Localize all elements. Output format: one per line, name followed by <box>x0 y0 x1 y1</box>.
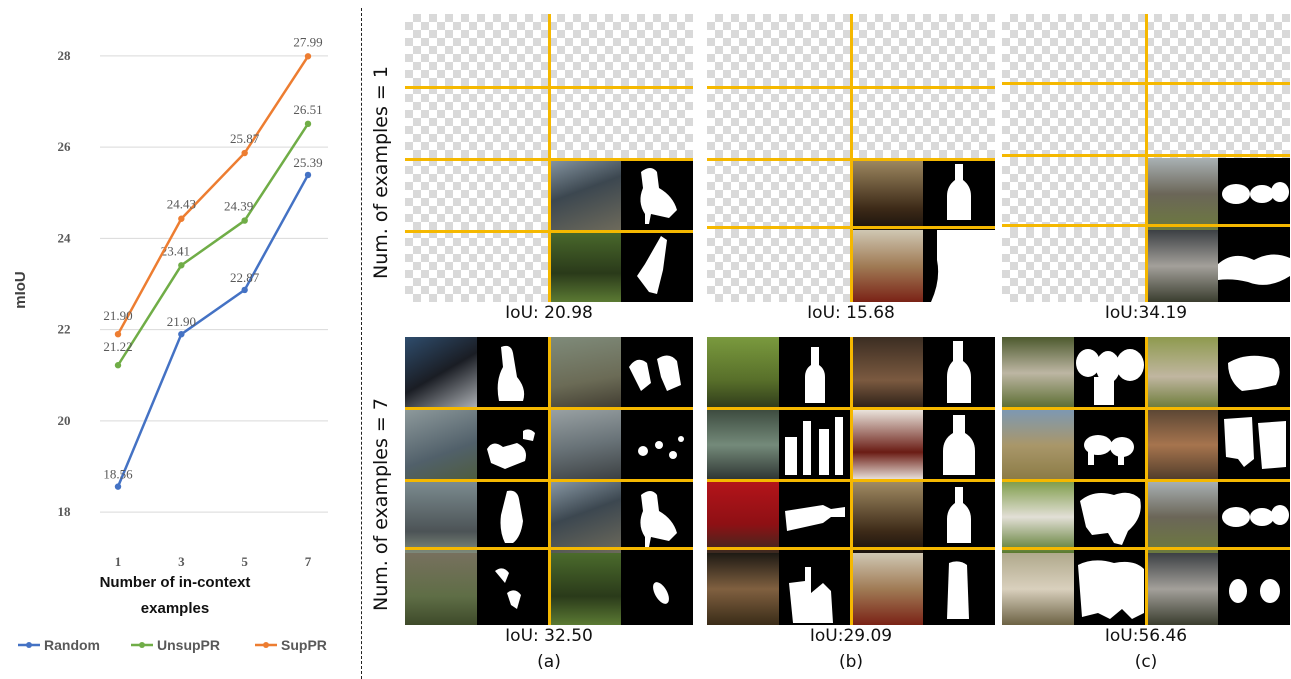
y-tick-label: 20 <box>58 413 71 428</box>
data-label: 21.90 <box>167 314 196 329</box>
legend-swatch-marker <box>26 642 32 648</box>
series-line-suppr <box>116 55 310 335</box>
y-tick-label: 22 <box>58 322 71 337</box>
panel-b-one-example <box>707 14 995 302</box>
iou-c-one: IoU:34.19 <box>1104 303 1188 323</box>
data-point-unsuppr <box>114 362 122 369</box>
data-label: 27.99 <box>293 34 322 49</box>
data-point-unsuppr <box>241 217 248 224</box>
data-point-suppr <box>304 53 312 60</box>
sheep-photo <box>1146 158 1218 230</box>
bottle-mask <box>923 158 995 230</box>
legend-label: UnsupPR <box>157 637 220 653</box>
data-point-suppr <box>114 331 122 338</box>
bottle-photo <box>851 158 923 230</box>
bottle-mask-prediction <box>923 230 995 302</box>
series-line-random <box>116 174 310 488</box>
y-tick-label: 28 <box>58 48 72 63</box>
data-label: 26.51 <box>293 102 322 117</box>
panel-c-one-example <box>1002 14 1290 302</box>
data-point-unsuppr <box>178 262 185 269</box>
data-label: 18.56 <box>103 467 133 482</box>
dashed-divider <box>361 8 362 679</box>
iou-a-one: IoU: 20.98 <box>505 303 593 323</box>
row-label-seven-examples: Num. of examples = 7 <box>370 398 392 611</box>
legend-label: SupPR <box>281 637 327 653</box>
data-point-suppr <box>178 215 185 222</box>
data-point-random <box>241 286 248 294</box>
data-point-unsuppr <box>304 120 312 128</box>
panel-a-one-example <box>405 14 693 302</box>
x-tick-label: 3 <box>178 554 185 569</box>
x-tick-label: 5 <box>241 554 248 569</box>
bird-photo <box>549 230 621 302</box>
x-axis-label: examples <box>141 600 209 617</box>
x-axis-label: Number of in-context <box>100 574 251 591</box>
x-tick-label: 1 <box>115 554 122 569</box>
iou-a-seven: IoU: 32.50 <box>505 626 593 646</box>
panel-a-seven-examples <box>405 337 693 625</box>
bird-mask-prediction <box>621 230 693 302</box>
iou-b-one: IoU: 15.68 <box>807 303 895 323</box>
data-label: 23.41 <box>161 243 190 258</box>
data-point-suppr <box>241 149 248 157</box>
sheep-photo <box>1146 230 1218 302</box>
x-tick-label: 7 <box>305 554 312 569</box>
sheep-mask-prediction <box>1218 230 1290 302</box>
y-axis-label: mIoU <box>12 271 29 309</box>
y-tick-label: 18 <box>58 504 72 519</box>
panel-label-b: (b) <box>838 652 864 672</box>
data-label: 25.39 <box>293 155 322 170</box>
data-point-random <box>178 331 185 338</box>
panel-label-c: (c) <box>1134 652 1158 672</box>
data-point-random <box>114 483 122 490</box>
bottle-photo <box>851 230 923 302</box>
data-label: 25.87 <box>230 131 260 146</box>
panel-label-a: (a) <box>537 652 561 672</box>
legend-swatch-marker <box>139 642 145 648</box>
legend-label: Random <box>44 637 100 653</box>
data-label: 24.39 <box>224 199 253 214</box>
iou-c-seven: IoU:56.46 <box>1104 626 1188 646</box>
panel-b-seven-examples <box>707 337 995 625</box>
y-tick-label: 26 <box>58 139 72 154</box>
data-label: 22.87 <box>230 270 260 285</box>
legend-swatch-marker <box>263 642 269 648</box>
series-line-unsuppr <box>116 123 310 366</box>
data-label: 24.43 <box>167 197 196 212</box>
panel-c-seven-examples <box>1002 337 1290 625</box>
iou-b-seven: IoU:29.09 <box>809 626 893 646</box>
y-tick-label: 24 <box>58 230 72 245</box>
data-point-random <box>304 171 312 179</box>
bird-photo <box>549 158 621 230</box>
data-label: 21.90 <box>103 308 132 323</box>
miou-line-chart: 18 20 22 24 26 28 1 3 5 7 mIoU Number of in-context… <box>12 34 328 653</box>
row-label-one-example: Num. of examples = 1 <box>370 66 392 279</box>
sheep-mask <box>1218 158 1290 230</box>
data-label: 21.22 <box>103 339 132 354</box>
bird-mask <box>621 158 693 230</box>
